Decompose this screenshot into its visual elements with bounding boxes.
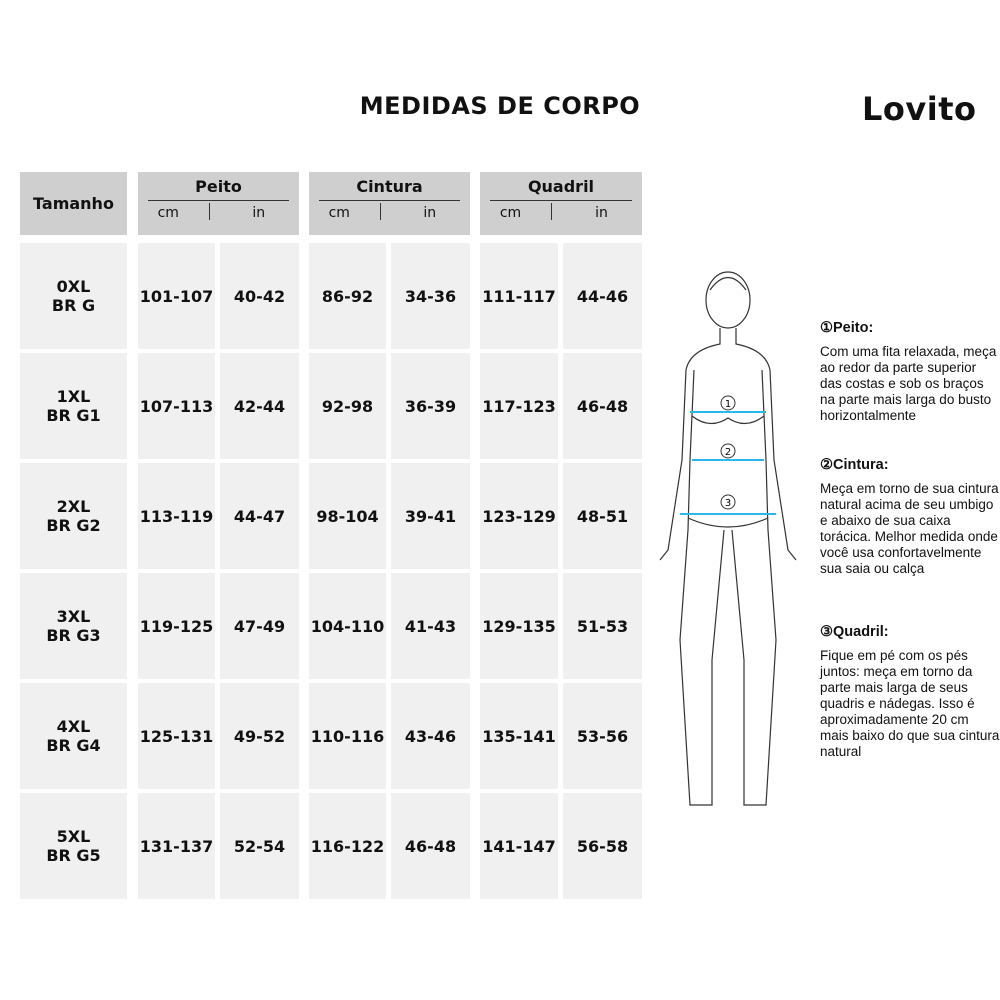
value-cell: 43-46 xyxy=(391,683,470,789)
value-cell: 39-41 xyxy=(391,463,470,569)
note-text: Fique em pé com os pés juntos: meça em t… xyxy=(820,648,1000,759)
unit-cm: cm xyxy=(499,205,522,221)
header-size: Tamanho xyxy=(20,172,127,235)
value-cell: 40-42 xyxy=(220,243,299,349)
size-label: 4XL xyxy=(56,717,91,736)
unit-in: in xyxy=(423,205,437,221)
br-size-label: BR G xyxy=(51,296,96,315)
unit-in: in xyxy=(252,205,266,221)
value-cell: 86-92 xyxy=(309,243,386,349)
size-cell: 4XL BR G4 xyxy=(20,683,127,789)
value-cell: 44-46 xyxy=(563,243,642,349)
divider xyxy=(208,203,210,220)
value-cell: 141-147 xyxy=(480,793,558,899)
divider xyxy=(379,203,381,220)
value-cell: 104-110 xyxy=(309,573,386,679)
value-cell: 49-52 xyxy=(220,683,299,789)
value-cell: 131-137 xyxy=(138,793,215,899)
value-cell: 44-47 xyxy=(220,463,299,569)
unit-cm: cm xyxy=(157,205,179,221)
brand-logo: Lovito xyxy=(862,90,977,128)
note-text: Com uma fita relaxada, meça ao redor da … xyxy=(820,344,997,423)
br-size-label: BR G1 xyxy=(46,406,101,425)
size-cell: 0XL BR G xyxy=(20,243,127,349)
value-cell: 41-43 xyxy=(391,573,470,679)
size-cell: 5XL BR G5 xyxy=(20,793,127,899)
value-cell: 48-51 xyxy=(563,463,642,569)
unit-in: in xyxy=(595,205,608,221)
size-label: 5XL xyxy=(56,827,91,846)
measure-lines xyxy=(680,411,776,515)
header-group: Cintura cm in xyxy=(309,172,470,235)
group-label: Peito xyxy=(195,177,242,196)
size-cell: 2XL BR G2 xyxy=(20,463,127,569)
divider xyxy=(551,203,552,220)
size-cell: 3XL BR G3 xyxy=(20,573,127,679)
note-peito: ①Peito: Com uma fita relaxada, meça ao r… xyxy=(820,320,1000,424)
value-cell: 116-122 xyxy=(309,793,386,899)
group-label: Cintura xyxy=(356,177,423,196)
br-size-label: BR G3 xyxy=(46,626,101,645)
value-cell: 129-135 xyxy=(480,573,558,679)
value-cell: 92-98 xyxy=(309,353,386,459)
page-title: MEDIDAS DE CORPO xyxy=(359,92,641,120)
value-cell: 117-123 xyxy=(480,353,558,459)
divider xyxy=(148,200,289,201)
value-cell: 34-36 xyxy=(391,243,470,349)
value-cell: 111-117 xyxy=(480,243,558,349)
br-size-label: BR G5 xyxy=(46,846,101,865)
note-cintura: ②Cintura: Meça em torno de sua cintura n… xyxy=(820,457,1000,577)
value-cell: 125-131 xyxy=(138,683,215,789)
divider xyxy=(319,200,460,201)
value-cell: 36-39 xyxy=(391,353,470,459)
size-label: 2XL xyxy=(56,497,91,516)
value-cell: 135-141 xyxy=(480,683,558,789)
unit-cm: cm xyxy=(328,205,350,221)
value-cell: 101-107 xyxy=(138,243,215,349)
value-cell: 113-119 xyxy=(138,463,215,569)
value-cell: 119-125 xyxy=(138,573,215,679)
note-title: ②Cintura: xyxy=(820,457,889,473)
marker-1: 1 xyxy=(725,399,731,410)
header-group: Peito cm in xyxy=(138,172,299,235)
br-size-label: BR G4 xyxy=(46,736,101,755)
size-label: 3XL xyxy=(56,607,91,626)
value-cell: 46-48 xyxy=(563,353,642,459)
value-cell: 56-58 xyxy=(563,793,642,899)
value-cell: 98-104 xyxy=(309,463,386,569)
value-cell: 53-56 xyxy=(563,683,642,789)
note-title: ③Quadril: xyxy=(820,624,889,640)
value-cell: 107-113 xyxy=(138,353,215,459)
note-title: ①Peito: xyxy=(820,320,874,336)
divider xyxy=(490,200,632,201)
body-figure: 1 2 3 xyxy=(659,271,797,806)
note-text: Meça em torno de sua cintura natural aci… xyxy=(820,481,999,576)
marker-2: 2 xyxy=(725,447,731,458)
note-quadril: ③Quadril: Fique em pé com os pés juntos:… xyxy=(820,624,1000,760)
size-label: 0XL xyxy=(56,277,91,296)
header-group: Quadril cm in xyxy=(480,172,642,235)
size-cell: 1XL BR G1 xyxy=(20,353,127,459)
br-size-label: BR G2 xyxy=(46,516,101,535)
value-cell: 52-54 xyxy=(220,793,299,899)
value-cell: 46-48 xyxy=(391,793,470,899)
value-cell: 123-129 xyxy=(480,463,558,569)
marker-3: 3 xyxy=(725,498,731,509)
value-cell: 51-53 xyxy=(563,573,642,679)
value-cell: 110-116 xyxy=(309,683,386,789)
value-cell: 47-49 xyxy=(220,573,299,679)
size-label: 1XL xyxy=(56,387,91,406)
group-label: Quadril xyxy=(527,177,595,196)
value-cell: 42-44 xyxy=(220,353,299,459)
